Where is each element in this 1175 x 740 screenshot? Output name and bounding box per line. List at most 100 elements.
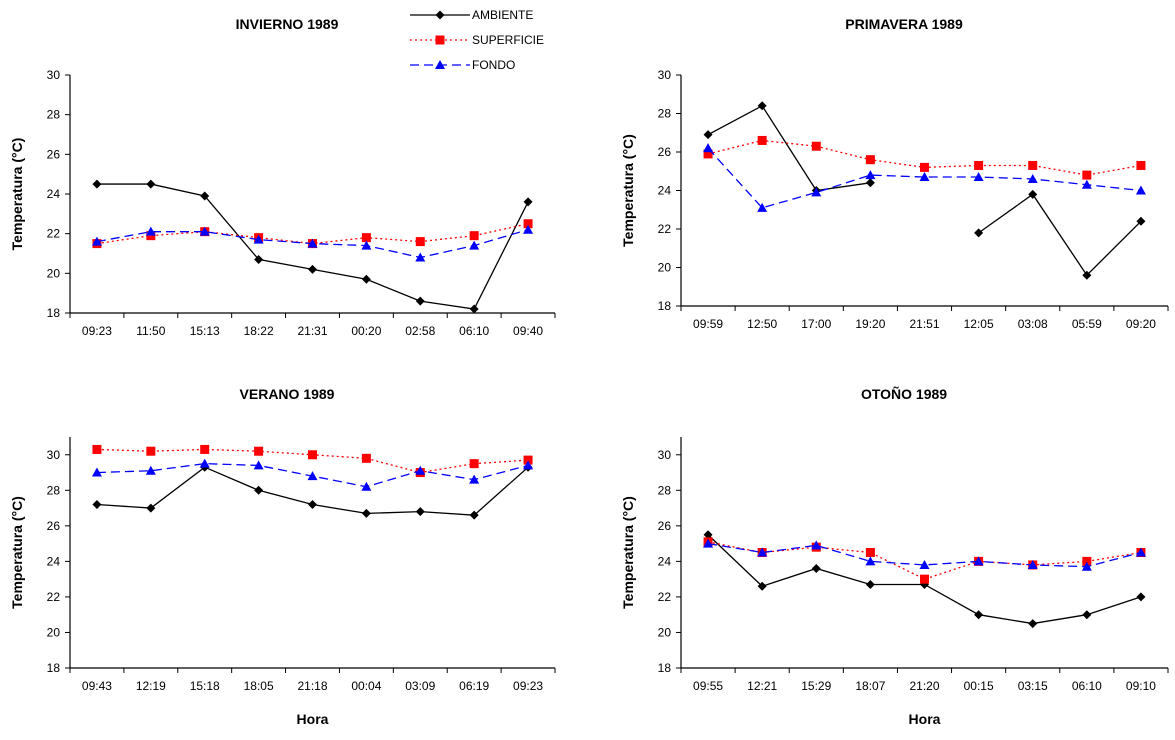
data-point-ambiente	[1136, 216, 1146, 226]
data-point-ambiente	[757, 581, 767, 591]
legend-item-superficie: SUPERFICIE	[410, 33, 544, 47]
x-tick-label: 03:15	[1018, 679, 1048, 693]
x-tick-label: 15:18	[190, 679, 220, 693]
y-tick-label: 30	[47, 68, 61, 82]
data-point-fondo	[1027, 559, 1038, 569]
data-point-superficie	[865, 548, 875, 557]
data-point-superficie	[920, 162, 929, 172]
data-point-superficie	[254, 446, 264, 456]
data-point-fondo	[415, 465, 426, 475]
y-tick-label: 28	[47, 108, 61, 122]
x-tick-label: 21:31	[297, 324, 327, 338]
data-point-superficie	[523, 455, 533, 465]
data-point-ambiente	[974, 228, 984, 238]
data-point-superficie	[757, 135, 767, 145]
x-tick-label: 00:04	[351, 679, 381, 693]
data-point-fondo	[1081, 179, 1092, 189]
y-tick-label: 20	[47, 266, 61, 280]
data-point-ambiente	[1136, 592, 1146, 602]
data-point-fondo	[1135, 547, 1146, 557]
x-tick-label: 09:20	[1126, 317, 1156, 331]
data-point-superficie	[361, 453, 371, 463]
x-tick-label: 06:10	[1072, 679, 1102, 693]
data-point-superficie	[523, 219, 533, 229]
data-point-superficie	[415, 237, 425, 247]
x-tick-label: 19:20	[855, 317, 885, 331]
y-tick-label: 22	[47, 590, 61, 604]
data-point-fondo	[865, 556, 876, 566]
data-point-superficie	[469, 459, 479, 469]
series-line-fondo	[707, 147, 1142, 209]
data-point-fondo	[919, 559, 930, 569]
legend-marker	[435, 60, 445, 69]
x-tick-label: 09:59	[693, 317, 723, 331]
x-tick-label: 17:00	[801, 317, 831, 331]
data-point-fondo	[91, 236, 102, 246]
data-point-superficie	[1136, 160, 1146, 170]
y-tick-label: 18	[47, 306, 61, 320]
x-tick-label: 21:18	[297, 679, 327, 693]
x-tick-label: 12:50	[747, 317, 777, 331]
data-point-superficie	[200, 444, 210, 454]
data-point-fondo	[811, 540, 822, 550]
data-point-fondo	[91, 467, 102, 477]
data-point-superficie	[920, 574, 929, 584]
x-tick-label: 05:59	[1072, 317, 1102, 331]
data-point-ambiente	[469, 304, 479, 314]
x-tick-label: 02:58	[405, 324, 435, 338]
data-point-fondo	[361, 240, 372, 250]
y-tick-label: 22	[658, 222, 672, 236]
data-point-ambiente	[146, 179, 156, 189]
y-tick-label: 28	[47, 483, 61, 497]
data-point-ambiente	[308, 264, 317, 274]
data-point-ambiente	[1028, 619, 1038, 629]
chart-title: VERANO 1989	[240, 386, 335, 402]
x-tick-label: 18:07	[855, 679, 885, 693]
data-point-fondo	[1081, 561, 1092, 571]
x-tick-label: 21:20	[909, 679, 939, 693]
x-tick-label: 12:05	[964, 317, 994, 331]
chart-title: OTOÑO 1989	[861, 385, 947, 402]
data-point-fondo	[145, 465, 156, 475]
data-point-ambiente	[1082, 610, 1092, 620]
y-tick-label: 26	[47, 519, 61, 533]
chart-panel-4: OTOÑO 1989 18 20 22 24 26 28 30 09:55 12:21 15:29 1…	[620, 385, 1169, 727]
data-point-ambiente	[1082, 270, 1092, 280]
x-tick-label: 12:19	[136, 679, 166, 693]
data-point-ambiente	[865, 579, 875, 589]
chart-panel-3: VERANO 1989 18 20 22 24 26 28 30 09:43 12:19 15:18…	[9, 386, 556, 727]
x-tick-label: 18:22	[244, 324, 274, 338]
y-tick-label: 30	[658, 68, 672, 82]
x-axis-label: Hora	[909, 711, 941, 727]
series-ambiente	[92, 179, 533, 314]
y-tick-label: 28	[658, 107, 672, 121]
x-tick-label: 11:50	[136, 324, 165, 338]
y-tick-label: 26	[658, 519, 672, 533]
data-point-ambiente	[92, 500, 102, 510]
x-tick-label: 12:21	[747, 679, 777, 693]
series-ambiente	[703, 530, 1146, 629]
series-superficie	[703, 135, 1146, 180]
data-point-superficie	[974, 160, 984, 170]
y-axis-label: Temperatura (°C)	[9, 496, 25, 609]
data-point-ambiente	[865, 178, 875, 188]
data-point-ambiente	[703, 130, 713, 140]
data-point-ambiente	[974, 610, 984, 620]
data-point-fondo	[253, 460, 264, 470]
series-fondo	[91, 224, 534, 262]
data-point-ambiente	[308, 500, 317, 510]
data-point-fondo	[757, 202, 768, 212]
data-point-superficie	[1028, 160, 1038, 170]
series-superficie	[92, 444, 533, 478]
x-tick-label: 18:05	[244, 679, 274, 693]
data-point-ambiente	[415, 296, 425, 306]
y-axis-label: Temperatura (°C)	[620, 134, 636, 247]
y-tick-label: 24	[47, 554, 61, 568]
x-axis-label: Hora	[297, 711, 329, 727]
data-point-fondo	[1027, 173, 1038, 183]
y-axis-label: Temperatura (°C)	[620, 496, 636, 609]
data-point-fondo	[253, 234, 264, 244]
data-point-superficie	[92, 444, 102, 454]
x-tick-label: 03:08	[1018, 317, 1048, 331]
legend-item-fondo: FONDO	[410, 58, 515, 72]
